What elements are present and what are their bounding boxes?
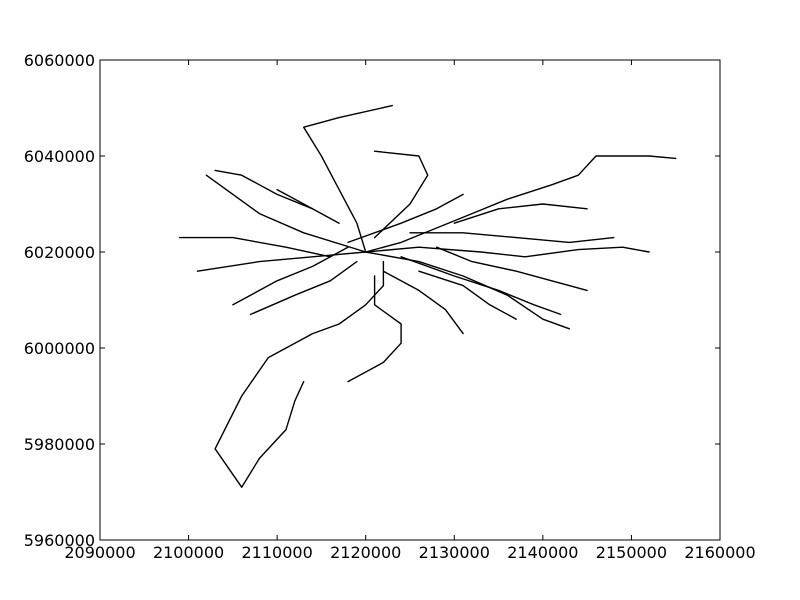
route-line [435,246,588,292]
route-line [382,270,464,335]
route-line [365,155,677,253]
x-tick-label: 2100000 [153,543,224,562]
y-tick-label: 6060000 [24,51,95,70]
y-tick-label: 5980000 [24,435,95,454]
plot-frame [99,59,721,541]
x-tick-label: 2140000 [507,543,578,562]
route-line [214,260,385,488]
x-tick-label: 2090000 [64,543,135,562]
route-line [400,256,562,316]
y-axis-tick-labels: 5960000 5980000 6000000 6020000 6040000 … [24,51,95,550]
route-line [249,260,358,316]
x-tick-label: 2150000 [596,543,667,562]
y-tick-label: 6020000 [24,243,95,262]
y-tick-label: 6000000 [24,339,95,358]
route-line [276,188,340,224]
route-line [347,275,402,383]
route-line [409,232,615,244]
route-line [418,270,517,320]
route-network [178,104,677,488]
x-tick-label: 2160000 [684,543,755,562]
x-axis-tick-labels: 2090000 2100000 2110000 2120000 2130000 … [64,543,755,562]
y-tick-label: 6040000 [24,147,95,166]
route-line [214,169,314,210]
route-line [178,236,331,258]
route-line [373,150,429,239]
route-line [196,251,367,272]
x-tick-label: 2130000 [419,543,490,562]
route-line [205,174,367,253]
route-line [365,246,650,258]
x-tick-label: 2110000 [242,543,313,562]
axis-ticks [99,59,721,541]
x-tick-label: 2120000 [330,543,401,562]
y-tick-label: 5960000 [24,531,95,550]
route-line [347,193,464,244]
route-line [303,104,393,253]
route-line [453,203,588,224]
